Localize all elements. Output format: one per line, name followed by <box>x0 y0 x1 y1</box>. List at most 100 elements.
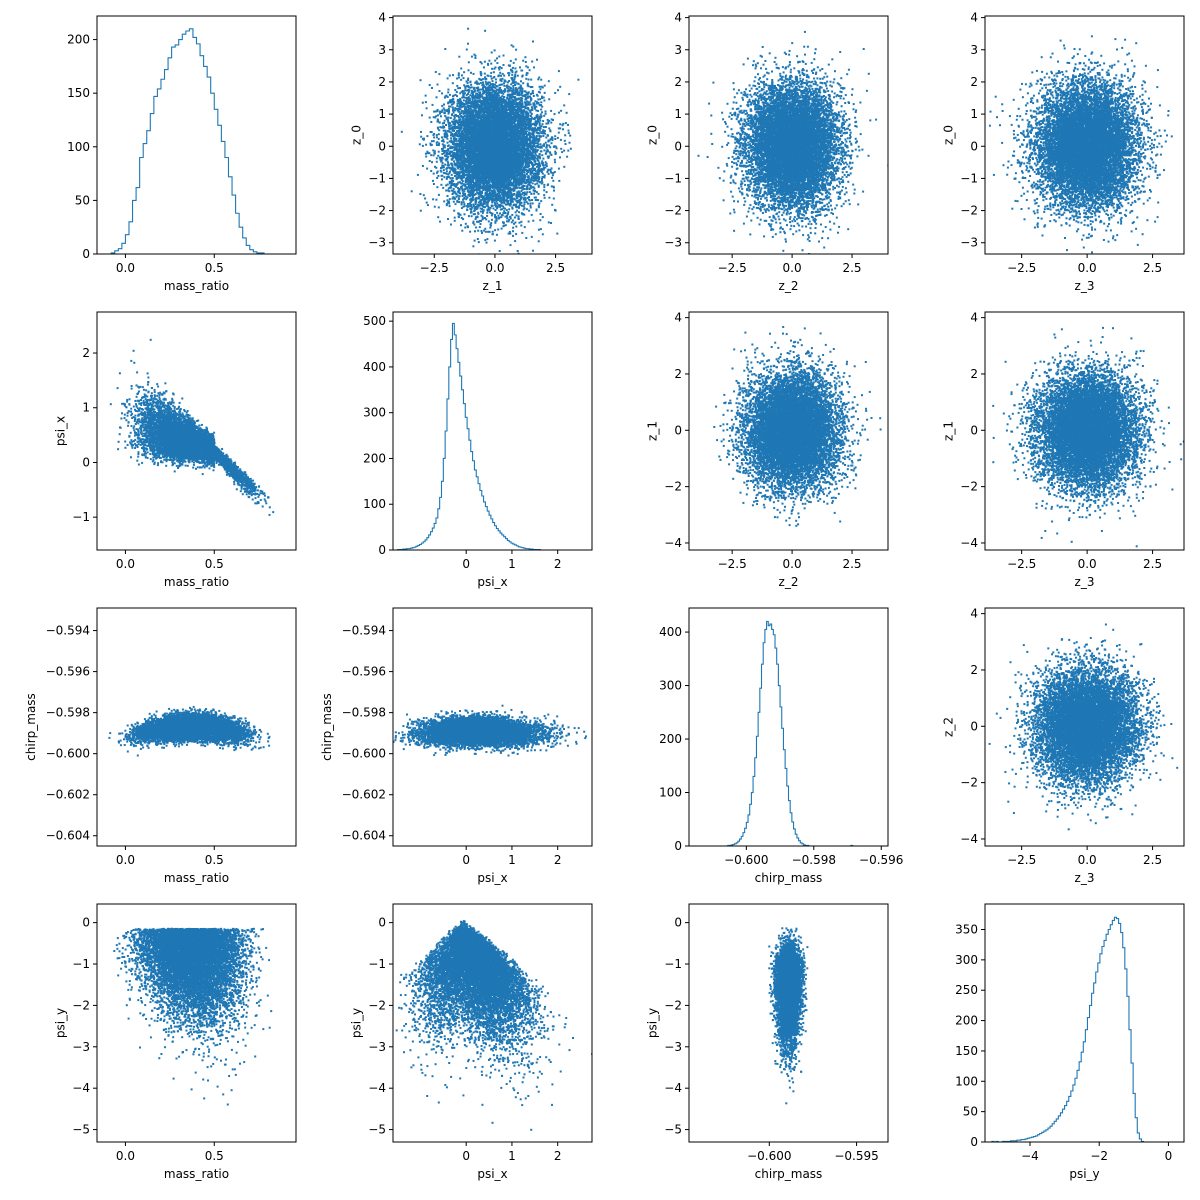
scatter-point <box>454 217 456 219</box>
scatter-point <box>496 89 498 91</box>
scatter-point <box>554 161 556 163</box>
scatter-point <box>511 221 513 223</box>
scatter-point <box>520 80 522 82</box>
scatter-point <box>459 195 461 197</box>
scatter-point <box>547 119 549 121</box>
scatter-point <box>536 209 538 211</box>
x-tick-label: 0.5 <box>205 261 224 275</box>
scatter-point <box>536 59 538 61</box>
scatter-point <box>453 95 455 97</box>
scatter-point <box>491 52 493 54</box>
scatter-point <box>426 202 428 204</box>
scatter-point <box>417 174 419 176</box>
scatter-point <box>523 203 525 205</box>
scatter-point <box>532 182 534 184</box>
scatter-point <box>448 117 450 119</box>
scatter-point <box>453 210 455 212</box>
scatter-point <box>464 213 466 215</box>
scatter-point <box>420 131 422 133</box>
scatter-point <box>437 84 439 86</box>
scatter-point <box>485 81 487 83</box>
scatter-point <box>545 111 547 113</box>
scatter-point <box>446 204 448 206</box>
scatter-point <box>447 195 449 197</box>
scatter-point <box>561 151 563 153</box>
scatter-point <box>515 233 517 235</box>
scatter-point <box>510 244 512 246</box>
scatter-point <box>548 221 550 223</box>
scatter-point <box>496 234 498 236</box>
scatter-point <box>508 74 510 76</box>
scatter-point <box>552 180 554 182</box>
scatter-point <box>531 109 533 111</box>
scatter-point <box>558 180 560 182</box>
scatter-point <box>433 136 435 138</box>
scatter-point <box>439 159 441 161</box>
scatter-point <box>463 198 465 200</box>
scatter-point <box>452 74 454 76</box>
scatter-point <box>484 73 486 75</box>
scatter-point <box>529 205 531 207</box>
scatter-point <box>499 66 501 68</box>
scatter-point <box>457 87 459 89</box>
scatter-point <box>542 158 544 160</box>
scatter-point <box>507 211 509 213</box>
scatter-point <box>569 135 571 137</box>
scatter-point <box>451 174 453 176</box>
y-tick-label: 50 <box>75 193 90 207</box>
scatter-point <box>568 132 570 134</box>
scatter-point <box>531 236 533 238</box>
scatter-point <box>541 96 543 98</box>
scatter-point <box>562 128 564 130</box>
scatter-point <box>543 100 545 102</box>
scatter-point <box>441 175 443 177</box>
scatter-point <box>514 240 516 242</box>
scatter-point <box>437 114 439 116</box>
scatter-point <box>538 229 540 231</box>
scatter-point <box>475 227 477 229</box>
scatter-point <box>460 79 462 81</box>
scatter-point <box>536 103 538 105</box>
scatter-point <box>560 148 562 150</box>
scatter-point <box>495 78 497 80</box>
scatter-point <box>431 161 433 163</box>
scatter-point <box>554 171 556 173</box>
scatter-point <box>564 140 566 142</box>
scatter-point <box>468 69 470 71</box>
scatter-point <box>548 127 550 129</box>
scatter-point <box>454 89 456 91</box>
scatter-point <box>449 198 451 200</box>
scatter-point <box>531 106 533 108</box>
scatter-point <box>425 95 427 97</box>
scatter-point <box>524 56 526 58</box>
scatter-point <box>551 142 553 144</box>
scatter-point <box>540 109 542 111</box>
scatter-point <box>512 67 514 69</box>
scatter-point <box>558 168 560 170</box>
scatter-point <box>524 226 526 228</box>
scatter-point <box>461 97 463 99</box>
scatter-point <box>545 123 547 125</box>
scatter-point <box>422 145 424 147</box>
scatter-point <box>529 69 531 71</box>
scatter-point <box>480 82 482 84</box>
scatter-point <box>432 198 434 200</box>
scatter-point <box>539 98 541 100</box>
scatter-point <box>430 121 432 123</box>
scatter-point <box>564 134 566 136</box>
scatter-point <box>447 96 449 98</box>
scatter-point <box>438 194 440 196</box>
scatter-point <box>521 205 523 207</box>
scatter-point <box>503 210 505 212</box>
scatter-point <box>547 134 549 136</box>
scatter-point <box>525 78 527 80</box>
scatter-point <box>543 115 545 117</box>
scatter-point <box>437 175 439 177</box>
scatter-point <box>447 91 449 93</box>
scatter-point <box>432 180 434 182</box>
scatter-point <box>492 80 494 82</box>
scatter-point <box>439 113 441 115</box>
scatter-point <box>537 110 539 112</box>
scatter-point <box>488 60 490 62</box>
scatter-point <box>550 130 552 132</box>
